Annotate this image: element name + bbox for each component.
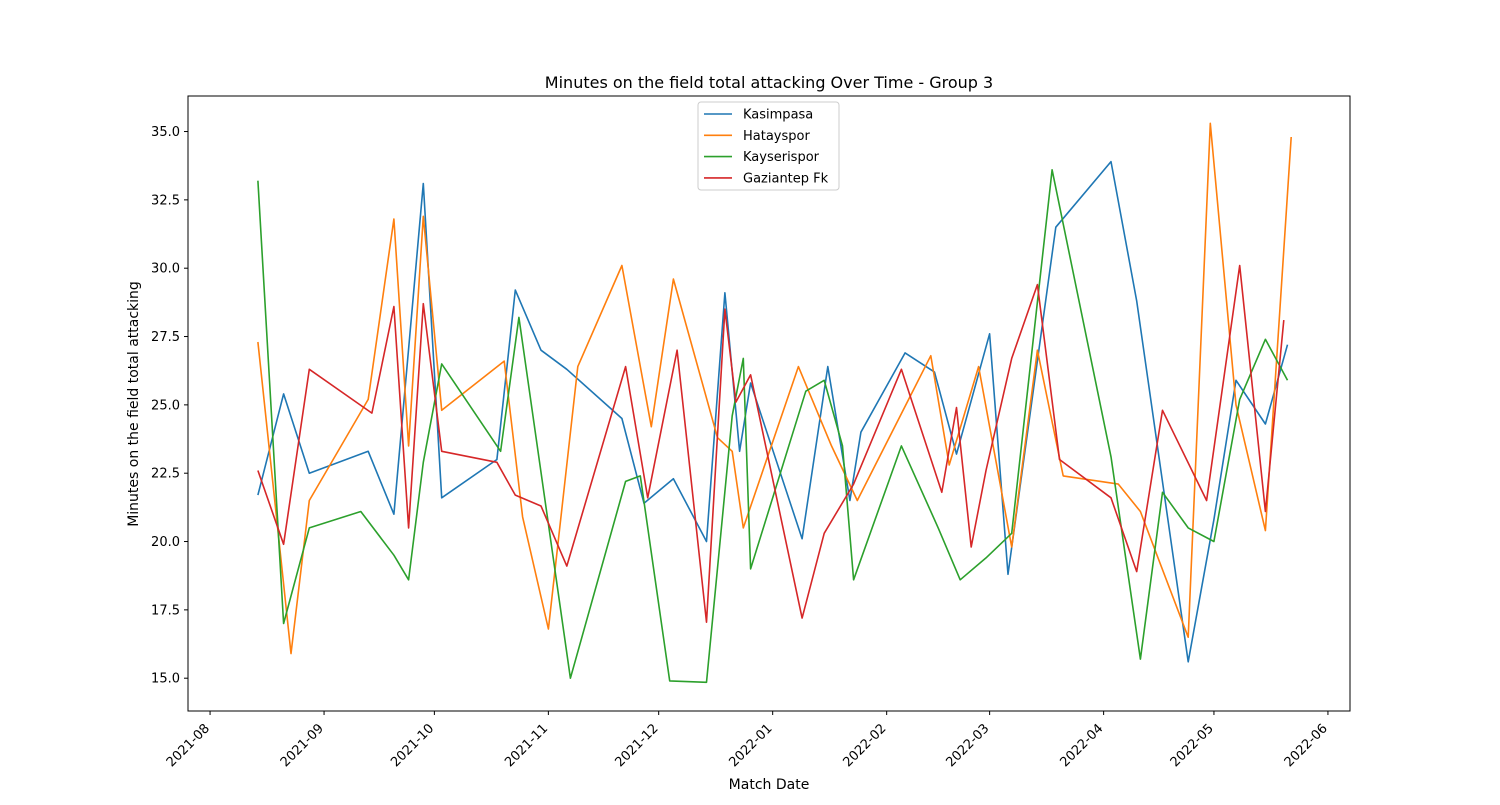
plot-frame [187,95,1351,712]
y-tick-label: 17.5 [151,603,180,618]
y-tick-label: 35.0 [151,125,180,140]
legend: Kasimpasa Hatayspor Kayserispor Gaziantep F… [697,101,840,191]
chart-title: Minutes on the field total attacking Ove… [545,73,993,92]
plot-area [188,96,1350,711]
series-line-2 [257,169,1289,684]
y-tick-label: 32.5 [151,193,180,208]
legend-label: Kasimpasa [743,108,813,123]
legend-label: Kayserispor [743,150,820,165]
y-tick-label: 22.5 [151,467,180,482]
y-tick-label: 25.0 [151,398,180,413]
legend-label: Hatayspor [743,129,810,144]
legend-label: Gaziantep Fk [743,171,829,186]
y-axis: 15.0 17.5 20.0 22.5 25.0 27.5 30.0 32.5 35.0 [151,125,188,687]
legend-box [697,101,840,191]
y-tick-label: 30.0 [151,262,180,277]
series-line-1 [257,122,1292,655]
y-tick-label: 27.5 [151,330,180,345]
x-axis-title: Match Date [729,777,810,793]
y-tick-label: 15.0 [151,672,180,687]
series-line-3 [257,264,1285,624]
y-axis-title: Minutes on the field total attacking [126,281,142,527]
y-tick-label: 20.0 [151,535,180,550]
series-layer [257,122,1292,684]
